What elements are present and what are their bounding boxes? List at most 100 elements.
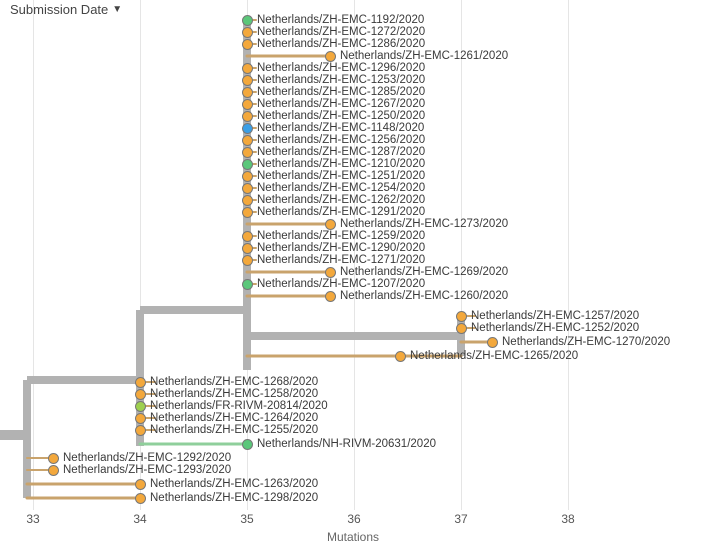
tip-label: Netherlands/ZH-EMC-1286/2020 (257, 38, 425, 50)
tree-tip[interactable]: Netherlands/ZH-EMC-1259/2020 (242, 230, 425, 242)
tree-tip[interactable]: Netherlands/ZH-EMC-1207/2020 (242, 278, 425, 290)
tip-label: Netherlands/ZH-EMC-1250/2020 (257, 110, 425, 122)
tree-tip[interactable]: Netherlands/ZH-EMC-1285/2020 (242, 86, 425, 98)
tip-marker-icon (325, 291, 336, 302)
tree-tip[interactable]: Netherlands/ZH-EMC-1253/2020 (242, 74, 425, 86)
tip-label: Netherlands/ZH-EMC-1257/2020 (471, 310, 639, 322)
tip-marker-icon (325, 219, 336, 230)
tip-label: Netherlands/ZH-EMC-1285/2020 (257, 86, 425, 98)
tip-marker-icon (242, 99, 253, 110)
tree-tip[interactable]: Netherlands/FR-RIVM-20814/2020 (135, 400, 328, 412)
tree-tip[interactable]: Netherlands/ZH-EMC-1260/2020 (325, 290, 508, 302)
tree-tip[interactable]: Netherlands/ZH-EMC-1192/2020 (242, 14, 424, 26)
tree-tip[interactable]: Netherlands/ZH-EMC-1286/2020 (242, 38, 425, 50)
tree-tip[interactable]: Netherlands/ZH-EMC-1263/2020 (135, 478, 318, 490)
tip-marker-icon (135, 389, 146, 400)
tree-tip[interactable]: Netherlands/ZH-EMC-1148/2020 (242, 122, 424, 134)
tip-label: Netherlands/ZH-EMC-1290/2020 (257, 242, 425, 254)
tip-marker-icon (325, 267, 336, 278)
tree-tip[interactable]: Netherlands/ZH-EMC-1265/2020 (395, 350, 578, 362)
tree-tip[interactable]: Netherlands/ZH-EMC-1267/2020 (242, 98, 425, 110)
tip-marker-icon (242, 279, 253, 290)
tree-tip[interactable]: Netherlands/ZH-EMC-1292/2020 (48, 452, 231, 464)
tree-tip[interactable]: Netherlands/ZH-EMC-1268/2020 (135, 376, 318, 388)
tip-label: Netherlands/ZH-EMC-1252/2020 (471, 322, 639, 334)
tree-tip[interactable]: Netherlands/ZH-EMC-1290/2020 (242, 242, 425, 254)
tick-label: 36 (347, 512, 360, 526)
tip-marker-icon (242, 147, 253, 158)
tip-label: Netherlands/ZH-EMC-1291/2020 (257, 206, 425, 218)
axis-title: Mutations (0, 530, 706, 544)
tip-marker-icon (242, 39, 253, 50)
tree-tip[interactable]: Netherlands/ZH-EMC-1210/2020 (242, 158, 425, 170)
tree-tip[interactable]: Netherlands/ZH-EMC-1269/2020 (325, 266, 508, 278)
tip-marker-icon (395, 351, 406, 362)
tree-tip[interactable]: Netherlands/ZH-EMC-1287/2020 (242, 146, 425, 158)
tip-label: Netherlands/ZH-EMC-1254/2020 (257, 182, 425, 194)
tip-marker-icon (135, 479, 146, 490)
tip-marker-icon (487, 337, 498, 348)
tip-marker-icon (242, 231, 253, 242)
tick-label: 34 (133, 512, 146, 526)
tip-marker-icon (48, 453, 59, 464)
tip-marker-icon (242, 255, 253, 266)
tip-label: Netherlands/ZH-EMC-1298/2020 (150, 492, 318, 504)
tree-tip[interactable]: Netherlands/ZH-EMC-1291/2020 (242, 206, 425, 218)
tip-marker-icon (242, 15, 253, 26)
tick-label: 33 (26, 512, 39, 526)
tip-label: Netherlands/ZH-EMC-1262/2020 (257, 194, 425, 206)
tip-marker-icon (242, 27, 253, 38)
tip-marker-icon (48, 465, 59, 476)
tree-tip[interactable]: Netherlands/ZH-EMC-1270/2020 (487, 336, 670, 348)
tip-marker-icon (242, 135, 253, 146)
tree-tip[interactable]: Netherlands/ZH-EMC-1271/2020 (242, 254, 425, 266)
tip-marker-icon (242, 87, 253, 98)
tree-tip[interactable]: Netherlands/ZH-EMC-1258/2020 (135, 388, 318, 400)
tree-tip[interactable]: Netherlands/ZH-EMC-1252/2020 (456, 322, 639, 334)
tip-label: Netherlands/ZH-EMC-1271/2020 (257, 254, 425, 266)
tree-tip[interactable]: Netherlands/ZH-EMC-1296/2020 (242, 62, 425, 74)
tree-tip[interactable]: Netherlands/ZH-EMC-1261/2020 (325, 50, 508, 62)
tip-marker-icon (242, 439, 253, 450)
tree-tip[interactable]: Netherlands/ZH-EMC-1250/2020 (242, 110, 425, 122)
tree-tip[interactable]: Netherlands/ZH-EMC-1293/2020 (48, 464, 231, 476)
tip-label: Netherlands/ZH-EMC-1255/2020 (150, 424, 318, 436)
tree-tip[interactable]: Netherlands/ZH-EMC-1264/2020 (135, 412, 318, 424)
tree-tip[interactable]: Netherlands/ZH-EMC-1273/2020 (325, 218, 508, 230)
tree-tip[interactable]: Netherlands/ZH-EMC-1298/2020 (135, 492, 318, 504)
tip-marker-icon (135, 425, 146, 436)
tree-tip[interactable]: Netherlands/ZH-EMC-1272/2020 (242, 26, 425, 38)
tip-label: Netherlands/NH-RIVM-20631/2020 (257, 438, 436, 450)
tree-tip[interactable]: Netherlands/ZH-EMC-1254/2020 (242, 182, 425, 194)
tip-marker-icon (135, 377, 146, 388)
tip-marker-icon (456, 323, 467, 334)
tree-tip[interactable]: Netherlands/NH-RIVM-20631/2020 (242, 438, 436, 450)
tick-label: 38 (561, 512, 574, 526)
tip-label: Netherlands/ZH-EMC-1210/2020 (257, 158, 425, 170)
tip-label: Netherlands/ZH-EMC-1253/2020 (257, 74, 425, 86)
tip-marker-icon (325, 51, 336, 62)
tip-marker-icon (135, 413, 146, 424)
tip-marker-icon (242, 63, 253, 74)
tip-label: Netherlands/ZH-EMC-1268/2020 (150, 376, 318, 388)
tip-label: Netherlands/ZH-EMC-1273/2020 (340, 218, 508, 230)
tip-label: Netherlands/ZH-EMC-1264/2020 (150, 412, 318, 424)
tree-tip[interactable]: Netherlands/ZH-EMC-1262/2020 (242, 194, 425, 206)
tip-marker-icon (242, 183, 253, 194)
tip-label: Netherlands/ZH-EMC-1148/2020 (257, 122, 424, 134)
tip-marker-icon (242, 75, 253, 86)
tip-marker-icon (242, 207, 253, 218)
tip-marker-icon (242, 171, 253, 182)
tip-label: Netherlands/ZH-EMC-1192/2020 (257, 14, 424, 26)
tip-marker-icon (242, 123, 253, 134)
tree-tip[interactable]: Netherlands/ZH-EMC-1257/2020 (456, 310, 639, 322)
tip-label: Netherlands/ZH-EMC-1207/2020 (257, 278, 425, 290)
tree-tip[interactable]: Netherlands/ZH-EMC-1256/2020 (242, 134, 425, 146)
tip-marker-icon (242, 243, 253, 254)
tip-label: Netherlands/ZH-EMC-1272/2020 (257, 26, 425, 38)
tip-label: Netherlands/ZH-EMC-1261/2020 (340, 50, 508, 62)
tip-label: Netherlands/ZH-EMC-1265/2020 (410, 350, 578, 362)
tree-tip[interactable]: Netherlands/ZH-EMC-1251/2020 (242, 170, 425, 182)
tree-tip[interactable]: Netherlands/ZH-EMC-1255/2020 (135, 424, 318, 436)
tip-label: Netherlands/ZH-EMC-1296/2020 (257, 62, 425, 74)
